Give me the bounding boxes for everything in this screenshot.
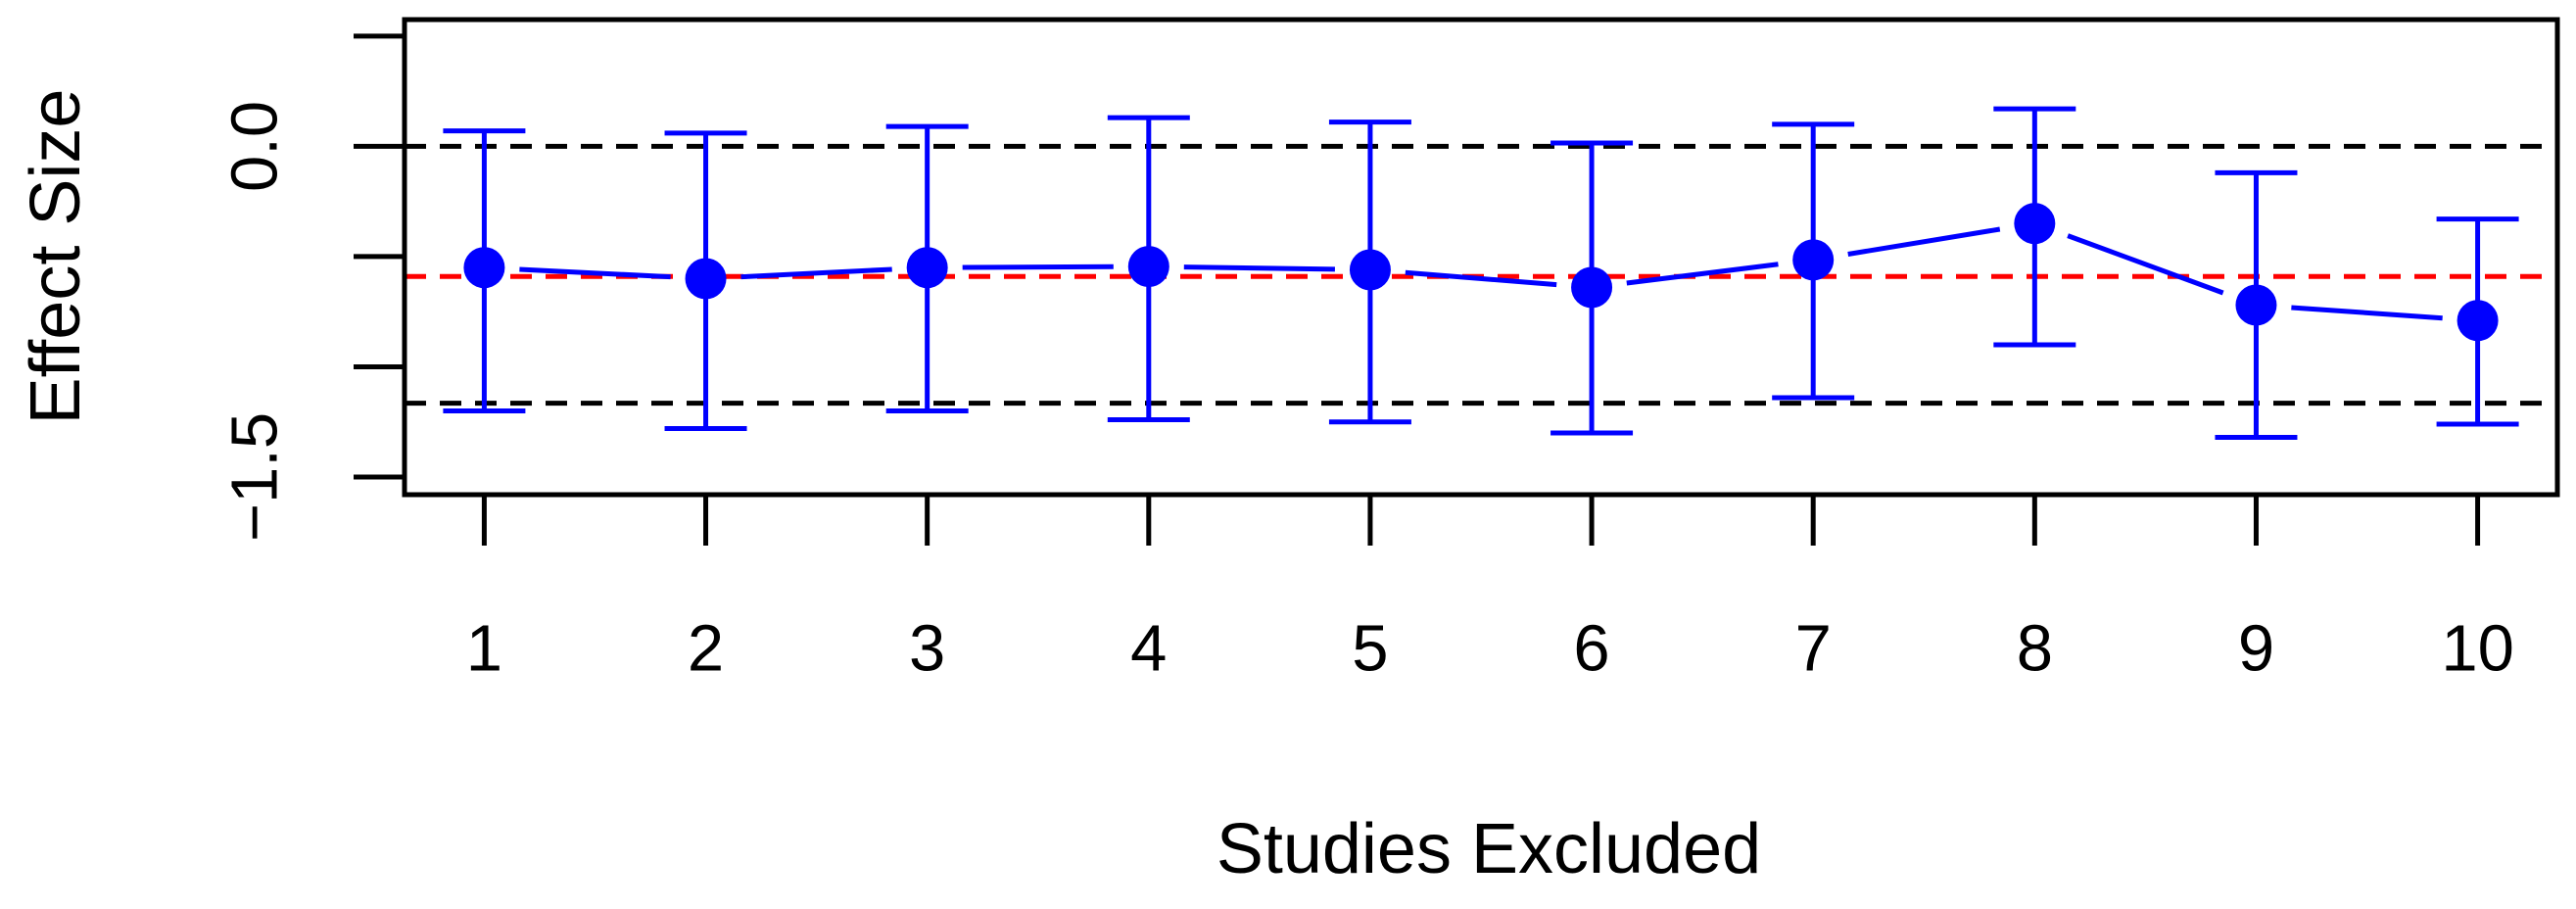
point [1571, 266, 1613, 309]
connector [962, 263, 1114, 270]
connector [519, 266, 671, 280]
y-tick-label: 0.0 [218, 101, 292, 192]
point [906, 247, 948, 289]
connector [1847, 226, 2001, 257]
connector [1183, 264, 1335, 272]
point [1127, 246, 1169, 288]
point [2235, 284, 2277, 326]
point [463, 247, 505, 289]
x-tick-label: 4 [1130, 612, 1167, 686]
connector [2291, 305, 2443, 321]
connector [1626, 262, 1779, 286]
x-tick-label: 6 [1573, 612, 1609, 686]
point [685, 258, 727, 300]
point [2014, 203, 2056, 245]
x-tick-label: 3 [909, 612, 945, 686]
x-tick-label: 9 [2238, 612, 2274, 686]
x-tick-label: 5 [1352, 612, 1388, 686]
x-tick-label: 2 [688, 612, 724, 686]
x-tick-label: 1 [466, 612, 502, 686]
y-tick-label: −1.5 [218, 412, 292, 542]
y-axis-title: Effect Size [17, 89, 95, 425]
plot-frame [402, 17, 2560, 498]
connector [740, 266, 892, 280]
point [1792, 239, 1835, 281]
connector [2067, 233, 2224, 296]
x-tick-label: 10 [2441, 612, 2514, 686]
x-tick-label: 7 [1795, 612, 1832, 686]
point [2457, 300, 2499, 342]
connector [1405, 269, 1557, 288]
point [1349, 249, 1391, 291]
x-tick-label: 8 [2017, 612, 2053, 686]
x-axis-title: Studies Excluded [1216, 810, 1761, 888]
